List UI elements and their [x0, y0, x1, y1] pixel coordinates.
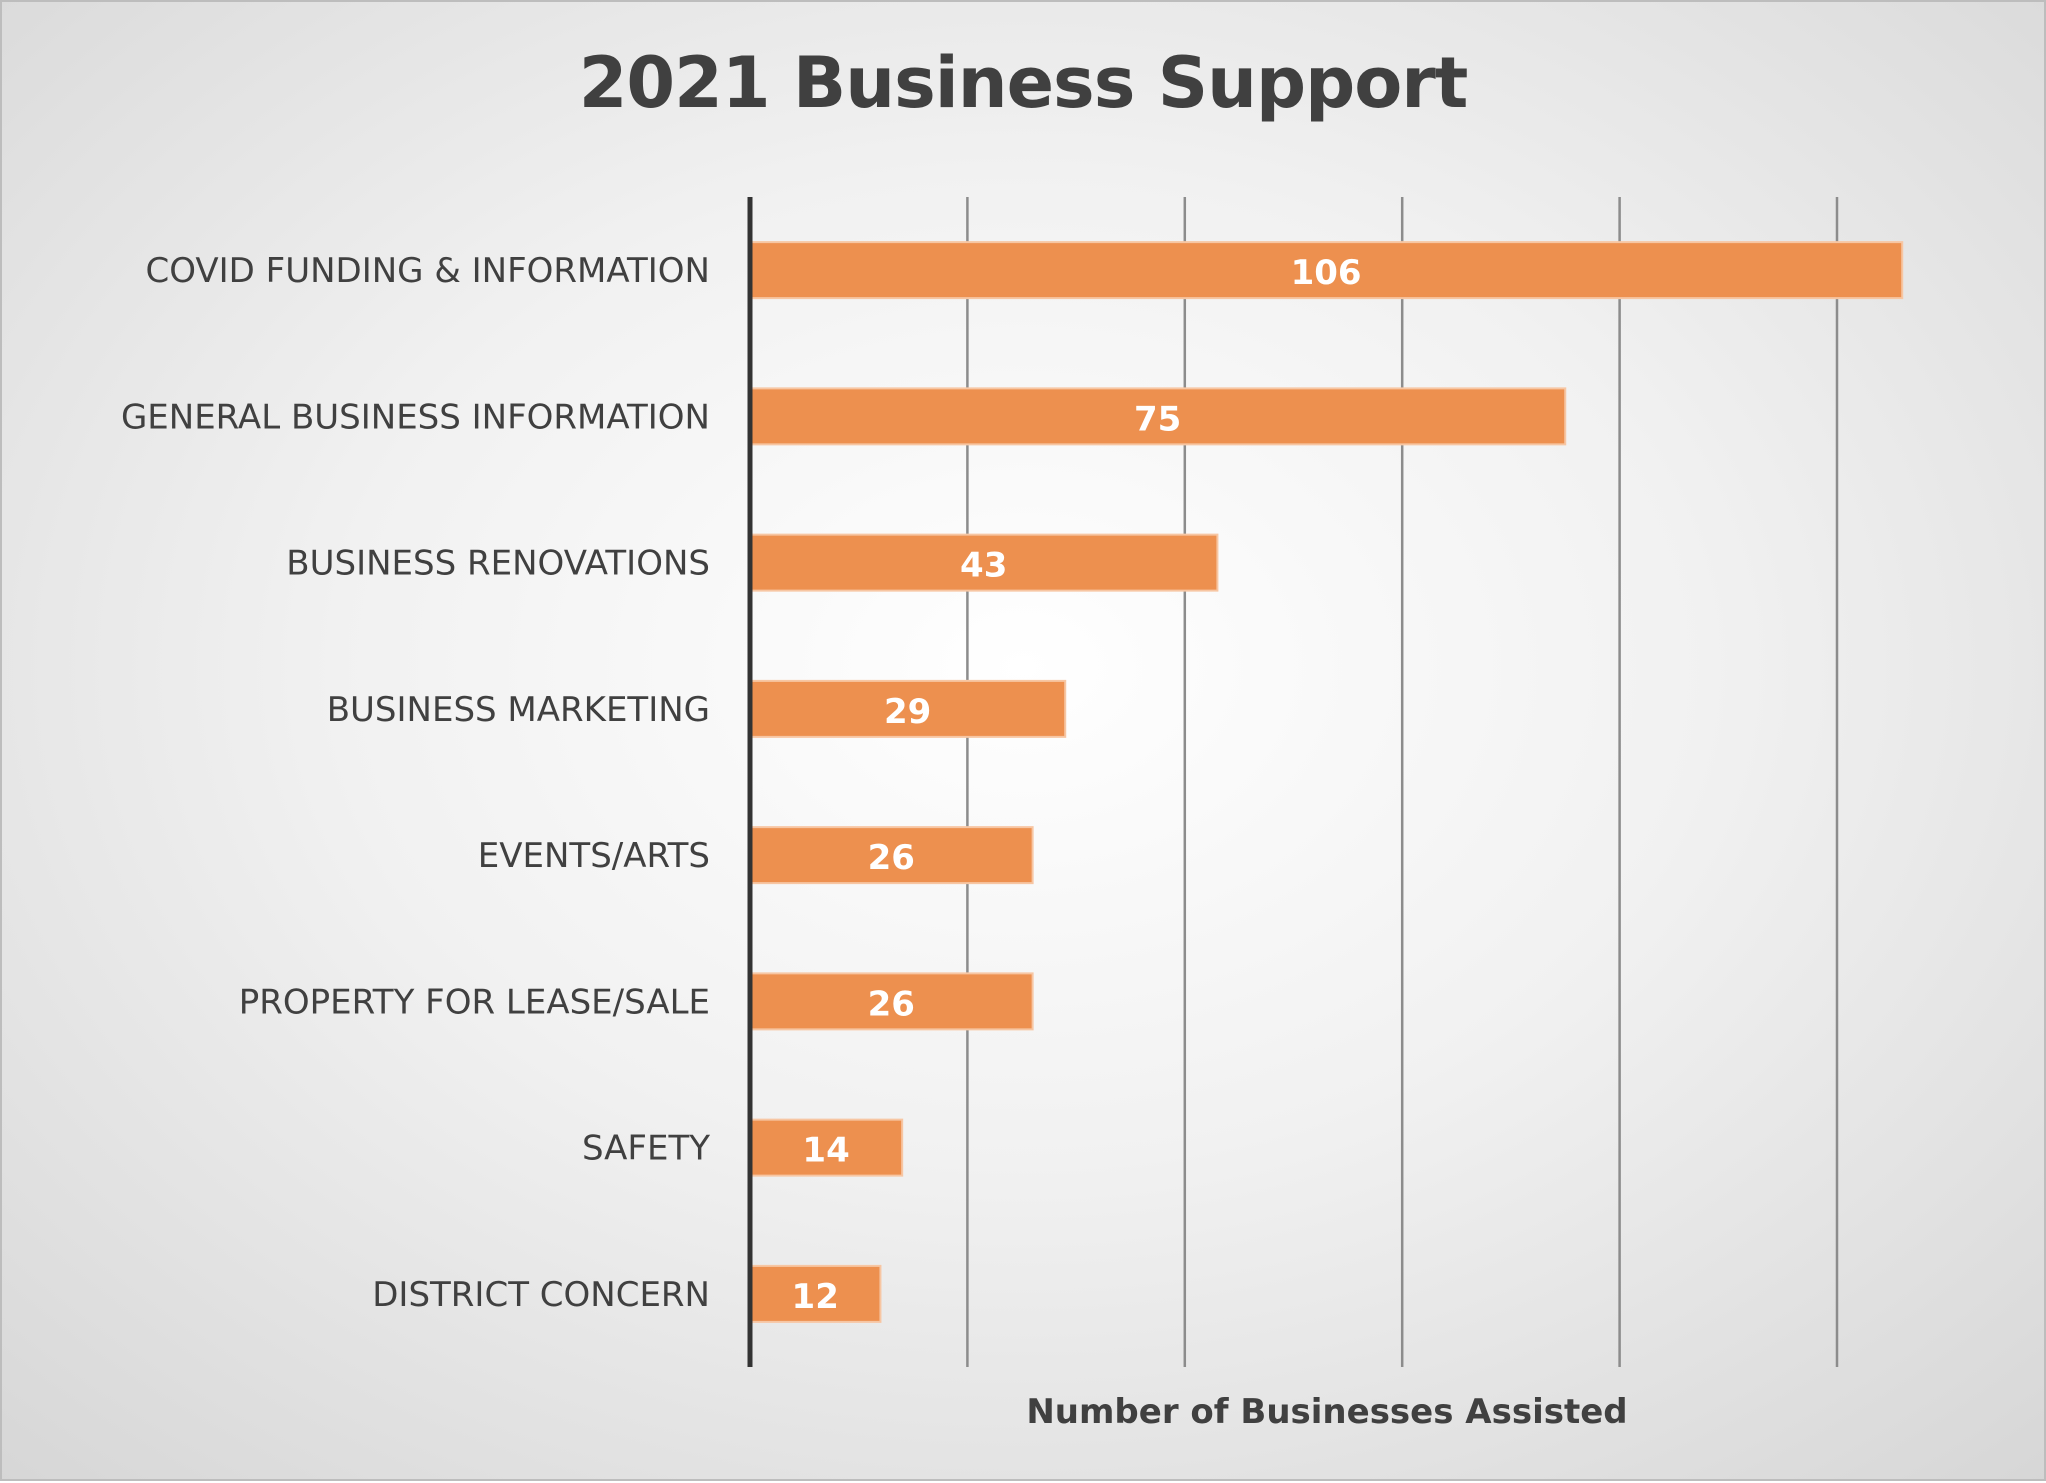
data-label: 106	[1291, 253, 1362, 293]
data-label: 14	[802, 1131, 849, 1171]
data-label: 26	[868, 838, 915, 878]
category-label: GENERAL BUSINESS INFORMATION	[121, 397, 710, 437]
category-label: DISTRICT CONCERN	[372, 1275, 710, 1315]
bar	[749, 387, 1567, 446]
data-label: 29	[884, 692, 931, 732]
chart-title: 2021 Business Support	[578, 42, 1469, 124]
category-label: EVENTS/ARTS	[478, 836, 710, 876]
data-label: 43	[960, 546, 1007, 586]
x-axis-title: Number of Businesses Assisted	[1026, 1392, 1628, 1432]
category-label: PROPERTY FOR LEASE/SALE	[239, 982, 710, 1022]
bar	[749, 533, 1219, 592]
category-label: BUSINESS RENOVATIONS	[286, 544, 710, 584]
category-label: SAFETY	[582, 1129, 710, 1169]
data-label: 12	[792, 1277, 839, 1317]
bar	[749, 1264, 882, 1323]
bar	[749, 1118, 904, 1177]
category-label: BUSINESS MARKETING	[327, 690, 710, 730]
bar	[749, 679, 1067, 738]
bar	[749, 972, 1034, 1031]
category-label: COVID FUNDING & INFORMATION	[145, 251, 710, 291]
bar	[749, 826, 1034, 885]
data-label: 75	[1134, 399, 1181, 439]
data-label: 26	[868, 984, 915, 1024]
